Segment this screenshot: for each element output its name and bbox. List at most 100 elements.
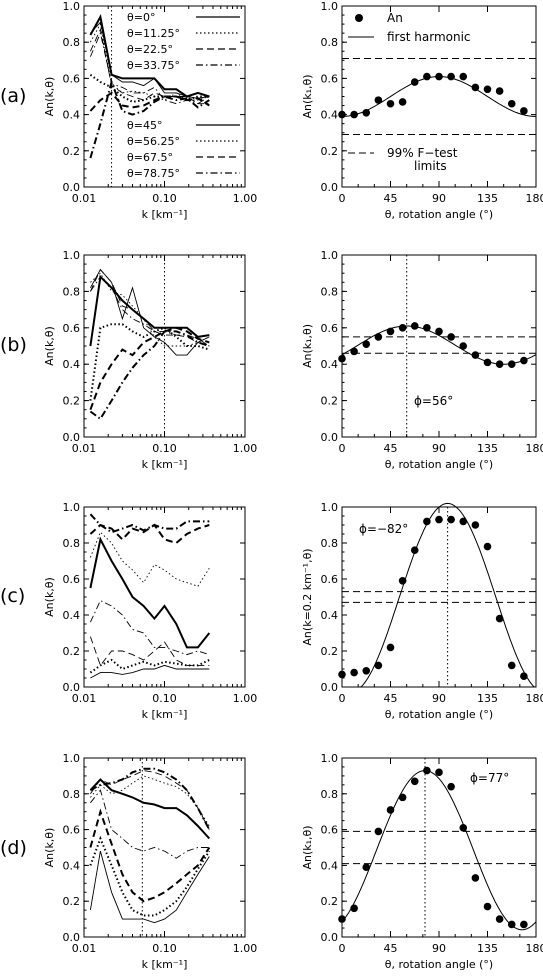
y-tick-label: 0.4 [63,859,81,872]
y-tick-label: 0.2 [321,895,339,908]
series-line-5 [89,808,211,903]
panel-b-right: 0.0 0.2 0.4 0.6 0.8 1.0 0 45 90 135 180 θ, rotation… [301,249,543,471]
first-harmonic-curve [342,502,537,688]
y-tick-label: 0.6 [63,824,81,837]
panel-c-left: 0.0 0.2 0.4 0.6 0.8 1.0 0.01 0.10 1.00 k [km⁻¹] An… [43,501,257,721]
y-tick-label: 0.8 [321,36,339,49]
data-point [350,110,358,119]
row-labels: (a) (b) (c) (d) [0,85,27,859]
series-line-3 [89,835,211,917]
legend-marker-an [355,14,363,22]
legend-label: θ=78.75° [127,167,180,180]
y-tick-label: 0.0 [63,181,81,194]
y-tick-label: 0.0 [321,181,339,194]
y-tick-label: 1.0 [63,501,81,514]
x-axis-label: k [km⁻¹] [142,708,188,721]
y-axis-label: An(k,θ) [43,77,56,117]
x-tick-label: 0 [339,442,346,455]
panels: 0.00.20.40.60.81.00.01 0.10 1.00k [km⁻¹]An… [43,0,543,971]
series-line-0 [90,664,210,679]
y-axis-label: An(k=0.2 km⁻¹,θ) [301,548,314,645]
data-point [507,360,516,369]
x-tick-label: 0 [339,692,346,705]
x-tick-label: 180 [526,442,543,455]
panel-d-right: 0.0 0.2 0.4 0.6 0.8 1.0 0 45 90 135 180 θ, rotation… [301,752,543,971]
first-harmonic-curve [341,325,537,365]
data-point [374,827,383,836]
legend-label: θ=67.5° [127,151,173,164]
data-point [495,614,504,623]
x-tick-label: 1.00 [233,442,258,455]
series-line-1 [89,778,211,840]
data-point [435,327,443,336]
y-axis-label: An(k,θ) [43,828,56,868]
x-axis-label: k [km⁻¹] [142,208,188,221]
row-label-d: (d) [0,837,27,859]
data-point [386,806,395,814]
y-tick-label: 0.2 [321,395,339,408]
first-harmonic-curve [342,76,536,117]
data-point [423,324,431,332]
y-tick-label: 0.8 [63,36,81,49]
data-point [507,99,516,108]
x-tick-label: 0.01 [72,942,97,955]
x-tick-label: 135 [477,192,498,205]
x-tick-label: 180 [526,692,543,705]
x-tick-label: 0.10 [152,192,177,205]
data-point [398,793,407,802]
y-tick-label: 1.0 [321,501,339,514]
data-point [459,72,468,81]
y-tick-label: 0.8 [63,788,81,801]
y-tick-label: 0.6 [321,824,339,837]
data-point [520,356,528,365]
data-point [362,863,371,871]
x-tick-label: 45 [384,192,398,205]
data-point [435,72,443,81]
panel-a-left: 0.0 0.2 0.4 0.6 0.8 1.0 0.01 0.10 1.00 k [km⁻¹] An… [43,0,257,221]
data-point [338,110,346,119]
y-tick-label: 0.6 [321,322,339,335]
x-tick-label: 45 [384,942,398,955]
y-tick-label: 0.4 [321,859,339,872]
x-tick-label: 0 [339,192,346,205]
series-line-7 [89,330,210,421]
y-tick-label: 0.2 [321,145,339,158]
data-point [350,668,358,677]
y-tick-label: 0.0 [63,681,81,694]
x-tick-label: 90 [432,942,446,955]
plot-frame [83,506,246,688]
data-point [435,515,443,524]
x-tick-label: 0.01 [72,442,97,455]
data-point [350,347,358,356]
x-tick-label: 135 [477,942,498,955]
y-tick-label: 0.0 [321,931,339,944]
y-axis-label: An(k₁,θ) [301,825,314,869]
data-point [459,342,468,350]
series-line-0 [89,850,210,924]
series-line-5 [89,91,210,112]
data-point [423,766,431,775]
y-axis-label: An(k₁,θ) [301,74,314,118]
data-point [410,78,419,86]
y-tick-label: 0.6 [63,573,81,586]
y-tick-label: 1.0 [63,752,81,765]
data-point [362,340,371,348]
series-line-7 [89,513,210,534]
legend-label-ftest: 99% F−test [387,146,458,160]
series-line-7 [89,767,211,831]
series-line-4 [89,28,210,105]
data-point [447,72,455,81]
plot-frame [83,757,246,938]
data-point [423,517,431,526]
panel-b-left: 0.0 0.2 0.4 0.6 0.8 1.0 0.01 0.10 1.00 k [km⁻¹] An… [43,249,257,471]
x-tick-label: 180 [526,192,543,205]
data-point [386,643,395,652]
data-point [374,96,383,104]
y-axis-label: An(k₁,θ) [301,324,314,368]
data-point [410,546,419,554]
series-line-6 [89,599,210,656]
data-point [471,351,480,359]
x-tick-label: 1.00 [233,192,258,205]
data-point [350,904,358,913]
y-tick-label: 0.2 [63,395,81,408]
